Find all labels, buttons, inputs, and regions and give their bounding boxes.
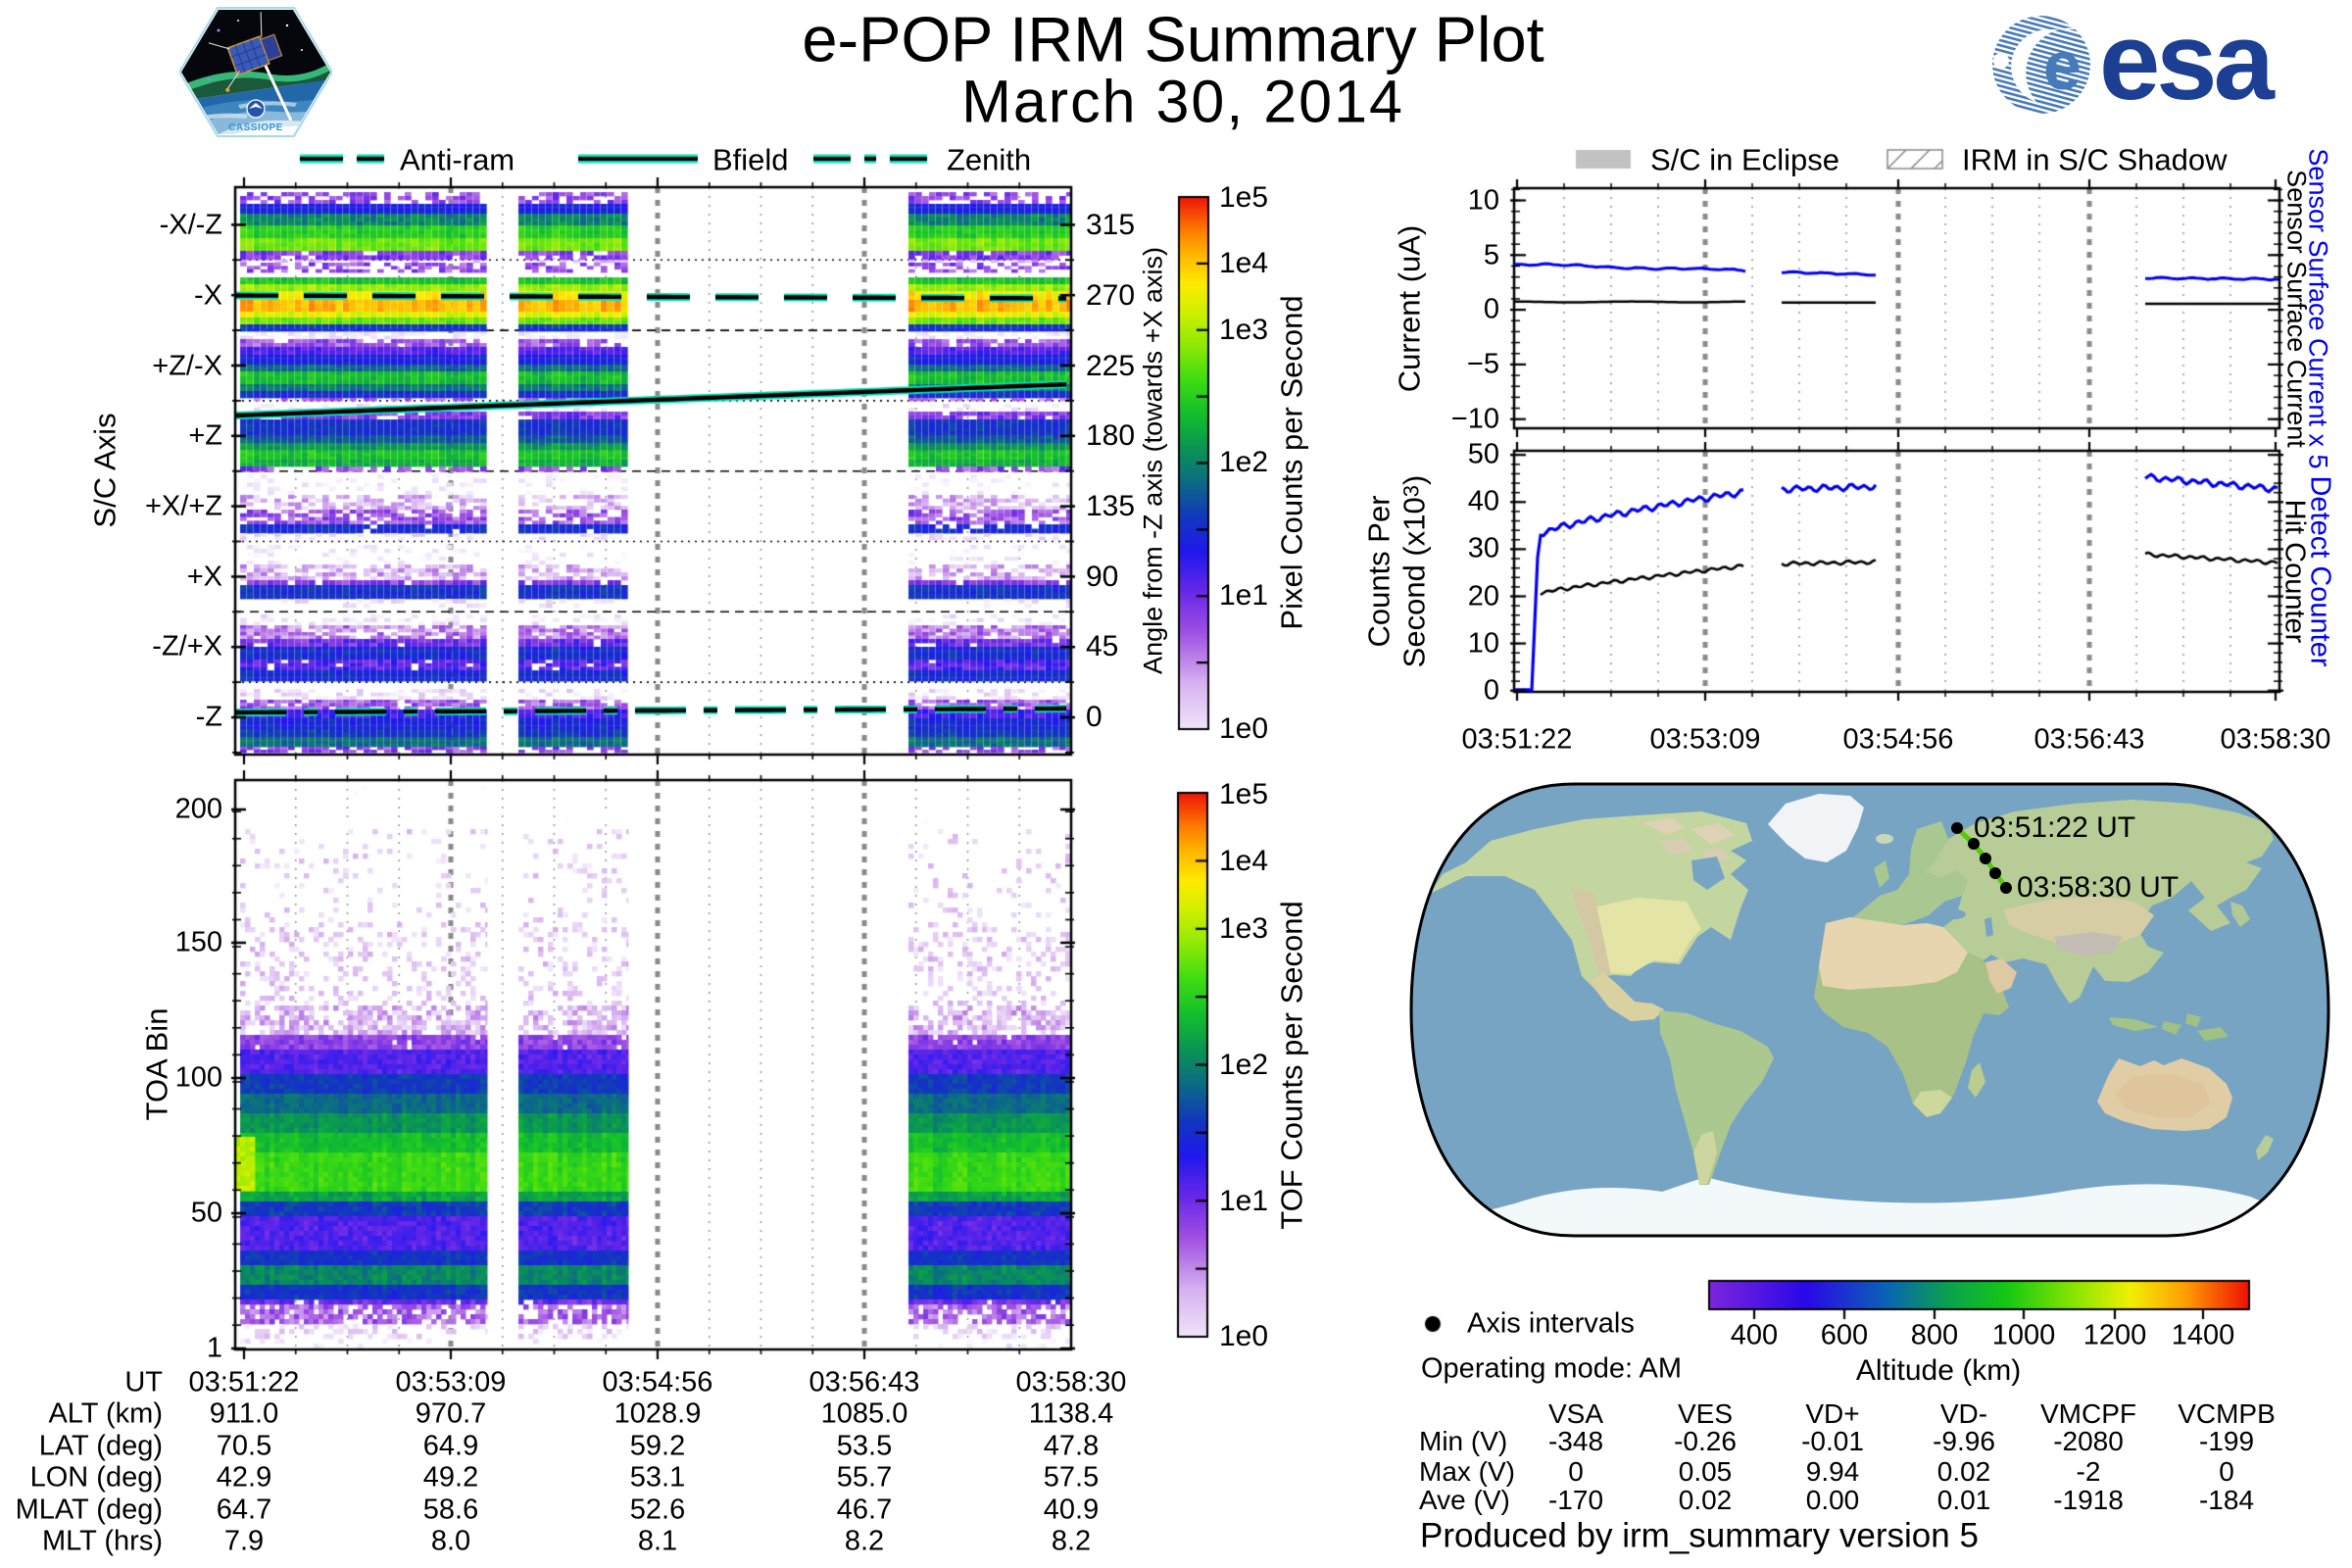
svg-text:esa: esa xyxy=(2099,8,2276,118)
svg-text:CASSIOPE: CASSIOPE xyxy=(228,122,283,133)
svg-text:e: e xyxy=(2043,27,2082,104)
